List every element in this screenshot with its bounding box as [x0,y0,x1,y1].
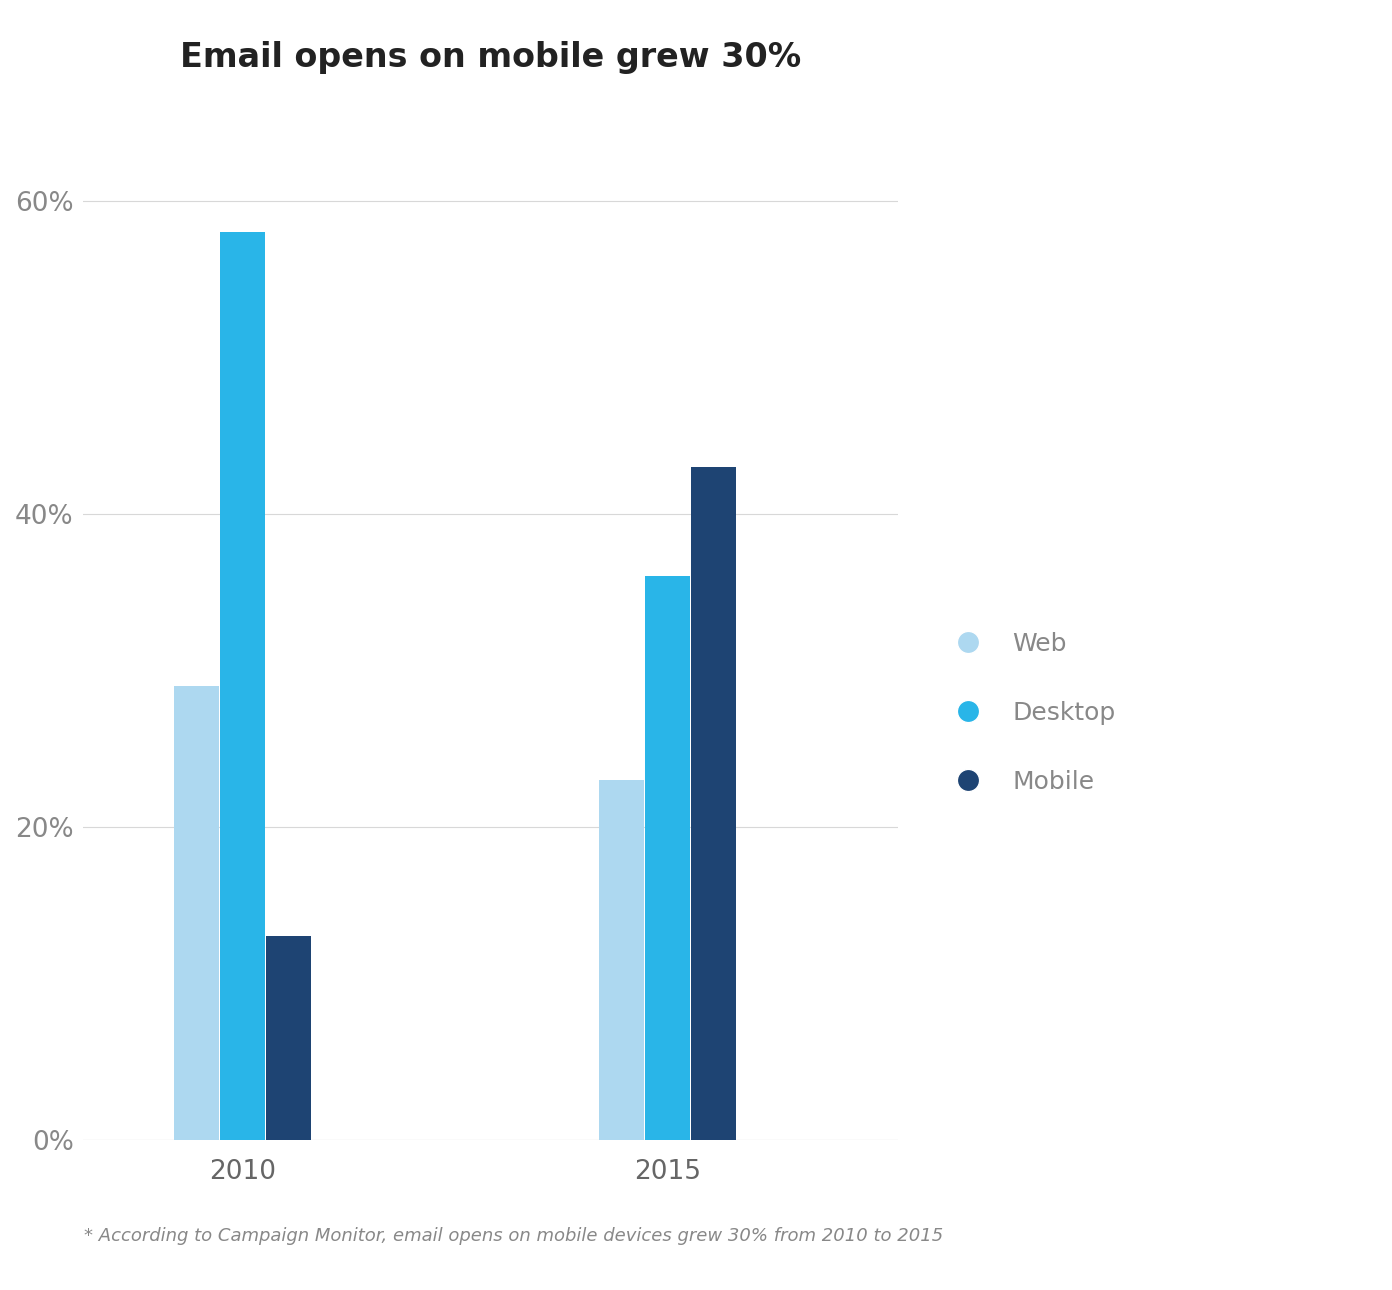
Bar [174,686,219,1140]
Legend: Web, Desktop, Mobile: Web, Desktop, Mobile [942,632,1116,793]
Bar [599,780,644,1140]
Bar [266,937,312,1140]
Title: Email opens on mobile grew 30%: Email opens on mobile grew 30% [180,41,800,74]
Bar [690,467,736,1140]
Text: * According to Campaign Monitor, email opens on mobile devices grew 30% from 201: * According to Campaign Monitor, email o… [84,1227,942,1245]
Bar [644,577,690,1140]
Bar [220,232,266,1140]
